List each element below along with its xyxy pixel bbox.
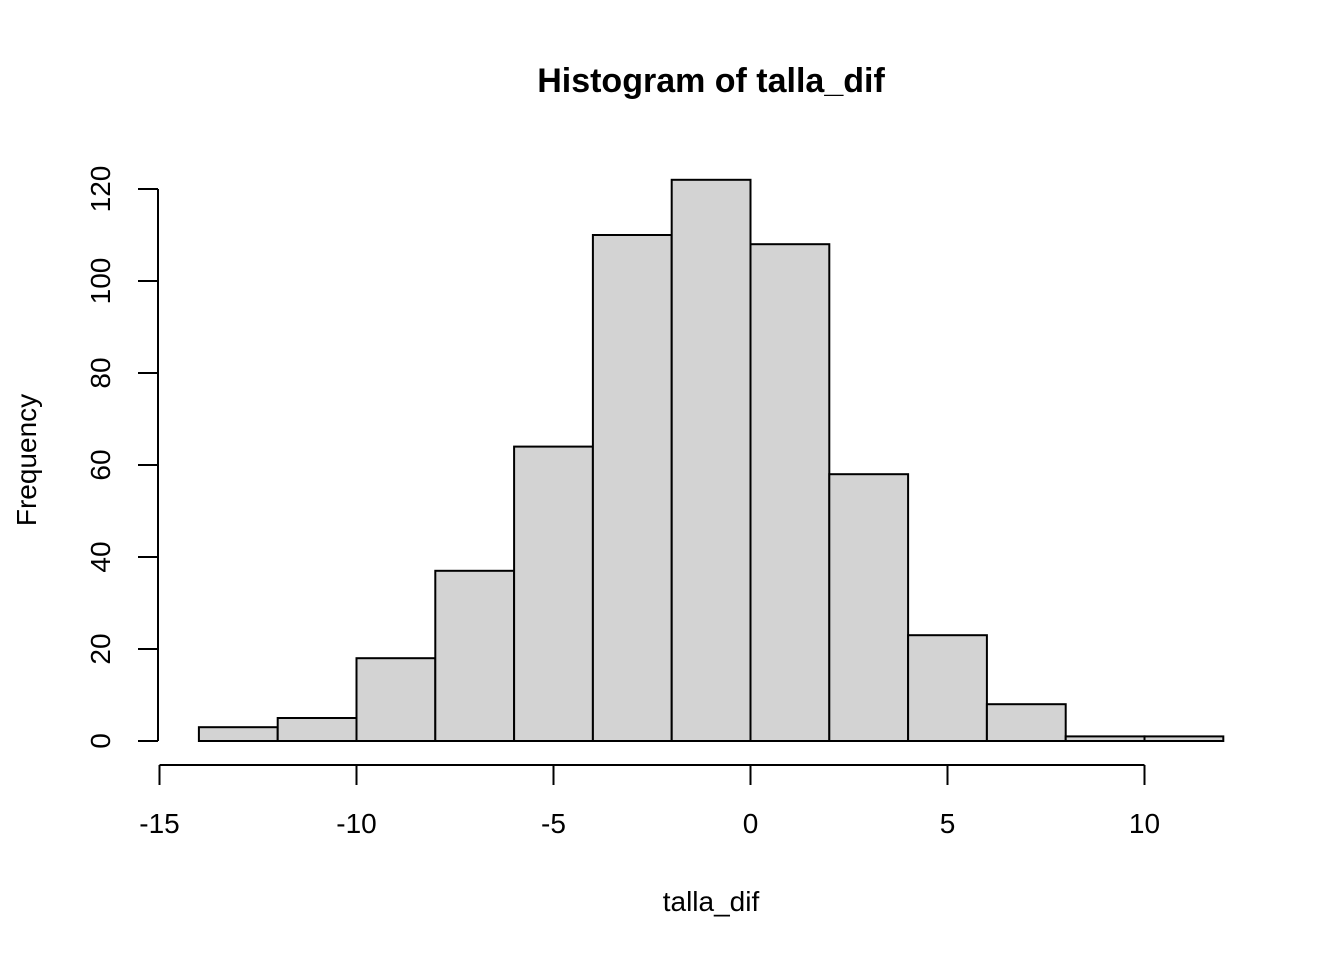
y-tick-label: 120 xyxy=(85,166,116,213)
x-tick-label: 5 xyxy=(940,808,956,839)
y-tick-label: 100 xyxy=(85,258,116,305)
histogram-bar xyxy=(828,473,910,742)
histogram-bar xyxy=(434,569,516,742)
histogram-bar xyxy=(749,243,831,742)
x-tick-label: 0 xyxy=(743,808,759,839)
histogram-bar xyxy=(355,657,437,743)
histogram-bar xyxy=(670,178,752,743)
y-axis: 0 20 40 60 80 100 120 xyxy=(85,166,159,749)
y-tick-label: 40 xyxy=(85,541,116,572)
histogram-bar xyxy=(513,445,594,742)
y-tick-label: 60 xyxy=(85,449,116,480)
chart-title: Histogram of talla_dif xyxy=(537,62,885,100)
x-axis-label: talla_dif xyxy=(663,886,760,917)
y-tick-label: 0 xyxy=(85,733,116,749)
histogram-bar xyxy=(1143,735,1225,743)
bars-group xyxy=(197,178,1225,743)
x-tick-label: -5 xyxy=(541,808,566,839)
x-tick-label: -10 xyxy=(336,808,376,839)
y-tick-label: 20 xyxy=(85,633,116,664)
x-axis: -15 -10 -5 0 5 10 xyxy=(139,764,1160,839)
x-tick-label: 10 xyxy=(1129,808,1160,839)
y-tick-label: 80 xyxy=(85,357,116,388)
histogram-bar xyxy=(197,726,279,743)
histogram-bar xyxy=(1064,735,1146,743)
histogram-bar xyxy=(985,703,1067,743)
y-axis-label: Frequency xyxy=(11,394,42,526)
histogram-bar xyxy=(907,634,988,743)
histogram-bar xyxy=(276,717,358,742)
histogram-bar xyxy=(591,234,673,742)
x-tick-label: -15 xyxy=(139,808,179,839)
